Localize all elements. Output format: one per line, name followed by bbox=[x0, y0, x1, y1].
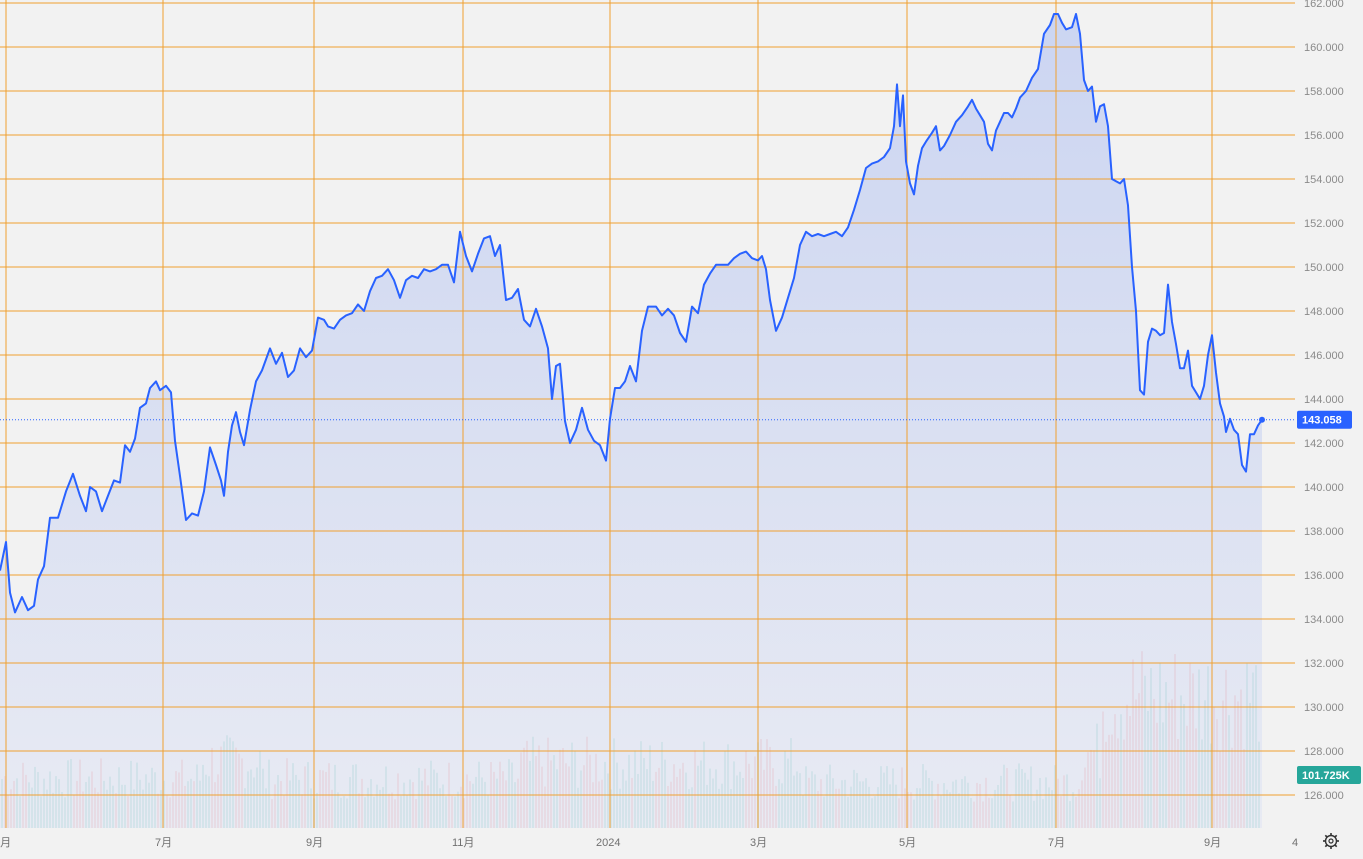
price-area bbox=[0, 14, 1262, 828]
y-tick-label: 142.000 bbox=[1304, 438, 1344, 450]
x-tick-label: 7月 bbox=[155, 837, 172, 849]
x-tick-label: 3月 bbox=[750, 837, 767, 849]
y-tick-label: 146.000 bbox=[1304, 350, 1344, 362]
y-tick-label: 136.000 bbox=[1304, 570, 1344, 582]
price-line-path bbox=[0, 13, 1263, 614]
x-tick-label: 5月 bbox=[0, 837, 11, 849]
y-tick-label: 132.000 bbox=[1304, 658, 1344, 670]
price-line bbox=[0, 13, 1295, 614]
x-tick-label: 5月 bbox=[899, 837, 916, 849]
y-tick-label: 154.000 bbox=[1304, 174, 1344, 186]
y-tick-label: 152.000 bbox=[1304, 218, 1344, 230]
y-tick-label: 156.000 bbox=[1304, 130, 1344, 142]
volume-label: 101.725K bbox=[1302, 770, 1350, 782]
x-tick-label: 11月 bbox=[452, 837, 474, 849]
settings-gear-icon[interactable] bbox=[1323, 833, 1339, 849]
volume-tag bbox=[1297, 766, 1361, 784]
y-tick-label: 158.000 bbox=[1304, 86, 1344, 98]
price-axis[interactable]: 126.000 128.000 130.000 132.000 134.000 136.0… bbox=[1304, 0, 1344, 802]
y-tick-label: 160.000 bbox=[1304, 42, 1344, 54]
grid-lines bbox=[0, 0, 1295, 828]
y-tick-label: 150.000 bbox=[1304, 262, 1344, 274]
last-price-tag bbox=[1297, 410, 1352, 429]
price-area-fill bbox=[0, 14, 1262, 828]
time-axis[interactable]: 5月 7月 9月 11月 2024 3月 5月 7月 9月 4 bbox=[0, 837, 1298, 849]
y-tick-label: 148.000 bbox=[1304, 306, 1344, 318]
y-tick-label: 128.000 bbox=[1304, 746, 1344, 758]
price-tags: 143.058 101.725K bbox=[1297, 410, 1361, 784]
y-tick-label: 134.000 bbox=[1304, 614, 1344, 626]
x-tick-label: 9月 bbox=[1204, 837, 1221, 849]
x-tick-label: 7月 bbox=[1048, 837, 1065, 849]
y-tick-label: 140.000 bbox=[1304, 482, 1344, 494]
y-tick-label: 130.000 bbox=[1304, 702, 1344, 714]
x-tick-label: 9月 bbox=[306, 837, 323, 849]
last-price-label: 143.058 bbox=[1302, 415, 1342, 427]
y-tick-label: 126.000 bbox=[1304, 790, 1344, 802]
y-tick-label: 138.000 bbox=[1304, 526, 1344, 538]
y-tick-label: 144.000 bbox=[1304, 394, 1344, 406]
x-tick-label: 4 bbox=[1292, 837, 1298, 849]
x-tick-label: 2024 bbox=[596, 837, 620, 849]
last-price-marker bbox=[1259, 416, 1265, 423]
y-tick-label: 162.000 bbox=[1304, 0, 1344, 10]
